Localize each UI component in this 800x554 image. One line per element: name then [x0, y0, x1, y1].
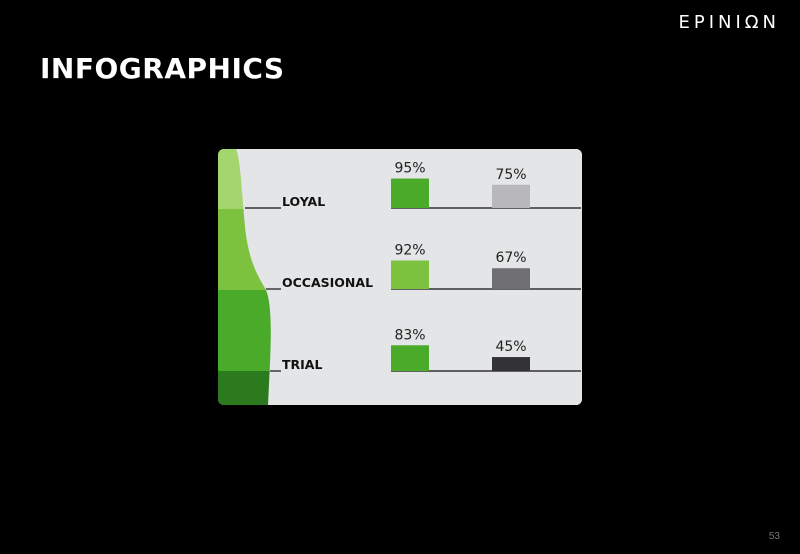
bar-loyal-series1 [391, 178, 429, 208]
value-label-loyal-series2: 75% [495, 167, 526, 183]
funnel-band-bottom [218, 371, 278, 405]
bar-loyal-series2 [492, 184, 530, 208]
epinion-logo: EPINIΩN [678, 12, 780, 33]
bar-occasional-series1 [391, 260, 429, 289]
bar-occasional-series2 [492, 268, 530, 289]
category-label-loyal: LOYAL [282, 194, 325, 209]
funnel-band-trial [218, 290, 278, 371]
value-label-occasional-series1: 92% [394, 242, 425, 258]
funnel-shape [218, 149, 582, 405]
value-label-trial-series2: 45% [495, 339, 526, 355]
category-label-occasional: OCCASIONAL [282, 275, 373, 290]
bar-trial-series1 [391, 345, 429, 371]
value-label-trial-series1: 83% [394, 327, 425, 343]
value-label-occasional-series2: 67% [495, 250, 526, 266]
page-number: 53 [768, 531, 780, 542]
category-label-trial: TRIAL [282, 357, 322, 372]
category-rows: LOYAL 95% 75% OCCASIONAL 92% 67% TRIAL 83% 45% [245, 161, 581, 372]
value-label-loyal-series1: 95% [394, 161, 425, 177]
bar-trial-series2 [492, 357, 530, 371]
page-title: INFOGRAPHICS [40, 52, 285, 85]
